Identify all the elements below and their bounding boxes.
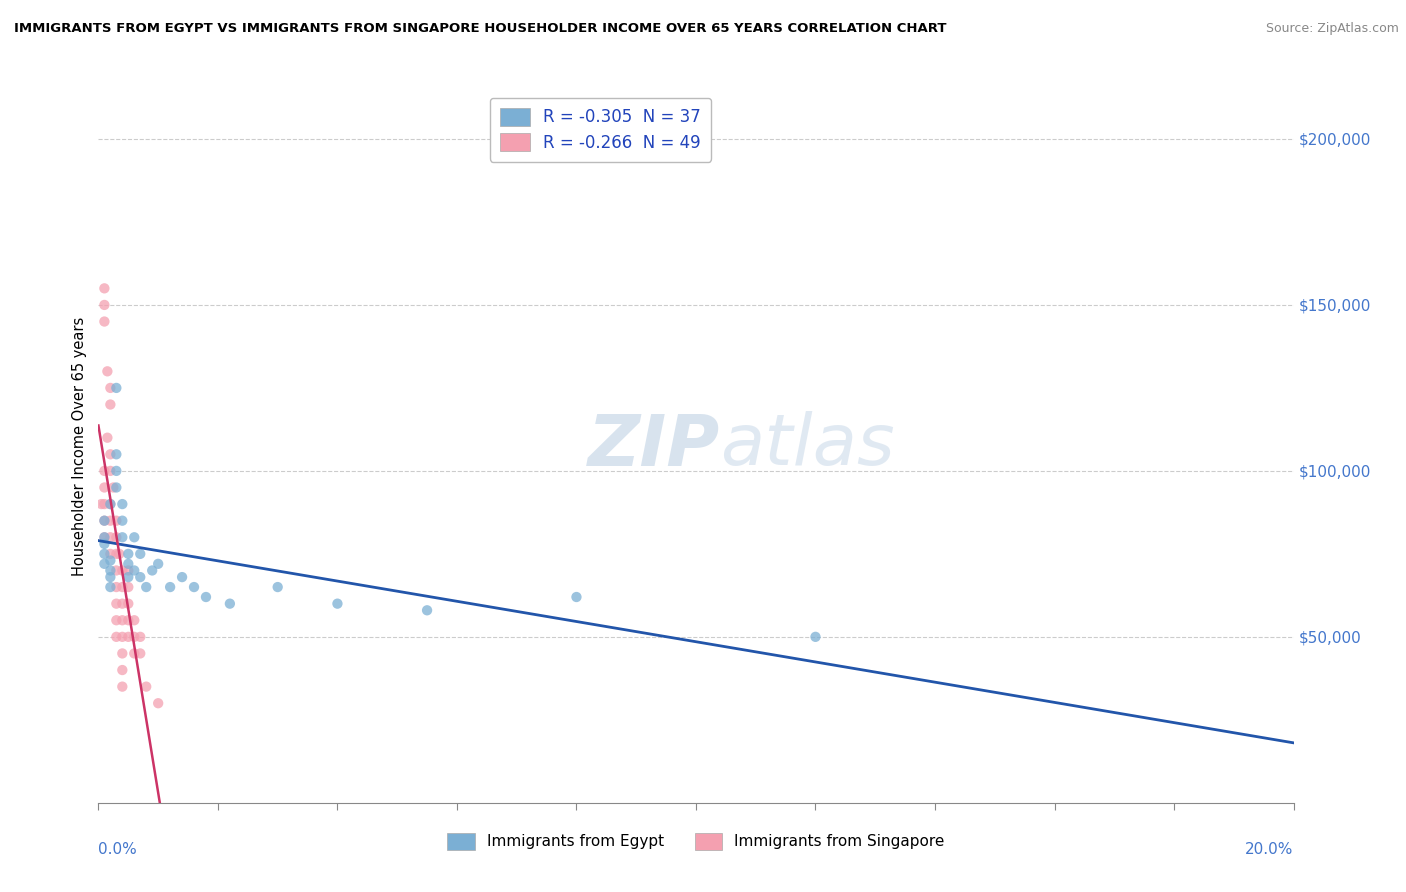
- Point: [105, 564, 128, 578]
- Point: [93, 557, 115, 571]
- Point: [565, 590, 588, 604]
- Point: [111, 564, 134, 578]
- Point: [111, 497, 134, 511]
- Point: [105, 381, 128, 395]
- Point: [326, 597, 349, 611]
- Point: [148, 696, 170, 710]
- Point: [124, 613, 146, 627]
- Point: [111, 663, 134, 677]
- Point: [93, 530, 115, 544]
- Point: [159, 580, 181, 594]
- Point: [117, 580, 139, 594]
- Point: [195, 590, 218, 604]
- Point: [100, 464, 122, 478]
- Point: [111, 580, 134, 594]
- Point: [124, 564, 146, 578]
- Point: [117, 630, 139, 644]
- Point: [96, 431, 118, 445]
- Point: [93, 537, 115, 551]
- Point: [117, 597, 139, 611]
- Point: [100, 580, 122, 594]
- Point: [105, 580, 128, 594]
- Point: [111, 514, 134, 528]
- Point: [148, 557, 170, 571]
- Point: [124, 630, 146, 644]
- Point: [93, 514, 115, 528]
- Point: [105, 597, 128, 611]
- Point: [219, 597, 242, 611]
- Point: [172, 570, 194, 584]
- Point: [93, 314, 115, 328]
- Text: Source: ZipAtlas.com: Source: ZipAtlas.com: [1265, 22, 1399, 36]
- Point: [183, 580, 205, 594]
- Point: [100, 547, 122, 561]
- Point: [105, 547, 128, 561]
- Text: ZIP: ZIP: [588, 411, 720, 481]
- Point: [804, 630, 827, 644]
- Point: [93, 464, 115, 478]
- Point: [100, 447, 122, 461]
- Point: [100, 570, 122, 584]
- Point: [105, 530, 128, 544]
- Point: [105, 481, 128, 495]
- Point: [93, 497, 115, 511]
- Point: [105, 447, 128, 461]
- Point: [100, 553, 122, 567]
- Point: [93, 281, 115, 295]
- Point: [129, 630, 152, 644]
- Text: 0.0%: 0.0%: [98, 842, 138, 857]
- Point: [111, 647, 134, 661]
- Point: [100, 497, 122, 511]
- Point: [124, 530, 146, 544]
- Point: [93, 481, 115, 495]
- Point: [117, 557, 139, 571]
- Point: [141, 564, 163, 578]
- Point: [100, 397, 122, 411]
- Point: [100, 564, 122, 578]
- Point: [105, 613, 128, 627]
- Point: [100, 530, 122, 544]
- Point: [100, 381, 122, 395]
- Point: [135, 680, 157, 694]
- Text: IMMIGRANTS FROM EGYPT VS IMMIGRANTS FROM SINGAPORE HOUSEHOLDER INCOME OVER 65 YE: IMMIGRANTS FROM EGYPT VS IMMIGRANTS FROM…: [14, 22, 946, 36]
- Point: [111, 530, 134, 544]
- Point: [117, 570, 139, 584]
- Text: 20.0%: 20.0%: [1246, 842, 1294, 857]
- Point: [96, 364, 118, 378]
- Point: [111, 597, 134, 611]
- Point: [105, 630, 128, 644]
- Point: [129, 570, 152, 584]
- Legend: Immigrants from Egypt, Immigrants from Singapore: Immigrants from Egypt, Immigrants from S…: [441, 827, 950, 855]
- Point: [111, 680, 134, 694]
- Point: [117, 564, 139, 578]
- Point: [93, 547, 115, 561]
- Point: [124, 647, 146, 661]
- Point: [117, 613, 139, 627]
- Point: [103, 481, 125, 495]
- Point: [90, 497, 112, 511]
- Point: [93, 514, 115, 528]
- Point: [93, 298, 115, 312]
- Point: [108, 547, 131, 561]
- Point: [416, 603, 439, 617]
- Point: [135, 580, 157, 594]
- Point: [100, 514, 122, 528]
- Point: [100, 497, 122, 511]
- Text: atlas: atlas: [720, 411, 894, 481]
- Y-axis label: Householder Income Over 65 years: Householder Income Over 65 years: [72, 317, 87, 575]
- Point: [267, 580, 290, 594]
- Point: [129, 647, 152, 661]
- Point: [105, 464, 128, 478]
- Point: [129, 547, 152, 561]
- Point: [117, 547, 139, 561]
- Point: [111, 630, 134, 644]
- Point: [93, 530, 115, 544]
- Point: [111, 613, 134, 627]
- Point: [105, 514, 128, 528]
